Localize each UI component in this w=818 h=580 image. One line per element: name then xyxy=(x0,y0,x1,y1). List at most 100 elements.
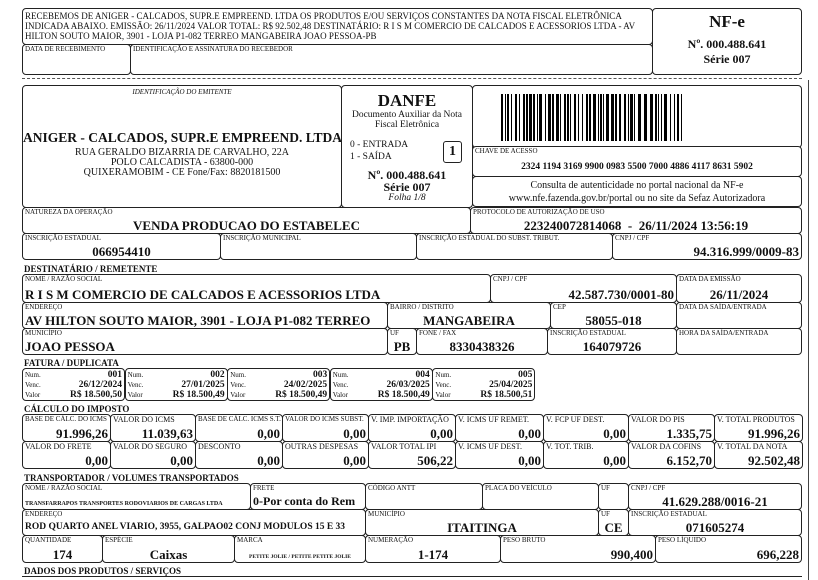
label: FONE / FAX xyxy=(419,329,457,337)
barcode-bar xyxy=(630,94,633,141)
tax-section-title: CÁLCULO DO IMPOSTO xyxy=(24,404,130,414)
label: PLACA DO VEÍCULO xyxy=(485,484,552,492)
recipient-section-title: DESTINATÁRIO / REMETENTE xyxy=(24,264,158,274)
barcode-bar xyxy=(677,94,679,141)
barcode-bar xyxy=(609,94,611,141)
label: INSCRIÇÃO MUNICIPAL xyxy=(223,234,301,242)
barcode-bar xyxy=(664,94,667,141)
duplicate-item: Num. 003 Venc. 24/02/2025 Valor R$ 18.500,49 xyxy=(227,368,331,401)
barcode-bar xyxy=(523,94,525,141)
barcode-bar xyxy=(602,94,603,141)
label: DESCONTO xyxy=(198,442,241,451)
barcode-bar xyxy=(537,94,538,141)
exit-date-field: DATA DA SAÍDA/ENTRADA xyxy=(676,302,802,329)
barcode-bar xyxy=(545,94,546,141)
label: QUANTIDADE xyxy=(25,536,72,544)
value: Caixas xyxy=(149,547,188,562)
carrier-cnpj-field: CNPJ / CPF 41.629.288/0016-21 xyxy=(628,483,802,510)
value: 0,00 xyxy=(170,453,193,468)
label: PROTOCOLO DE AUTORIZAÇÃO DE USO xyxy=(473,208,605,216)
invoice-section-title: FATURA / DUPLICATA xyxy=(24,358,119,368)
danfe-number: Nº. 000.488.641 xyxy=(367,168,447,182)
value: 696,228 xyxy=(756,547,799,562)
barcode-bar xyxy=(548,94,551,141)
value: JOAO PESSOA xyxy=(25,339,115,354)
label: VALOR DA COFINS xyxy=(631,442,702,451)
barcode-bar xyxy=(604,94,606,141)
access-key-box: CHAVE DE ACESSO 2324 1194 3169 9900 0983… xyxy=(472,146,802,177)
value: 0,00 xyxy=(518,453,541,468)
value: AV HILTON SOUTO MAIOR, 3901 - LOJA P1-08… xyxy=(25,313,371,328)
tax-field: V. TOTAL DA NOTA 92.502,48 xyxy=(714,441,803,469)
barcode-bar xyxy=(614,94,615,141)
value: 41.629.288/0016-21 xyxy=(662,494,768,509)
tax-field: OUTRAS DESPESAS 0,00 xyxy=(282,441,369,469)
label: Venc. xyxy=(435,381,452,389)
emitter-box: IDENTIFICAÇÃO DO EMITENTE ANIGER - CALCA… xyxy=(22,85,342,208)
barcode-bar xyxy=(560,94,561,141)
receipt-signature-field[interactable]: IDENTIFICAÇÃO E ASSINATURA DO RECEBEDOR xyxy=(130,44,653,75)
barcode-bar xyxy=(603,94,604,141)
tax-field: VALOR DO PIS 1.335,75 xyxy=(628,414,715,442)
danfe-box: DANFE Documento Auxiliar da Nota Fiscal … xyxy=(341,85,473,208)
barcode-bar xyxy=(629,94,630,141)
label: Num. xyxy=(332,371,349,379)
consult-box: Consulta de autenticidade no portal naci… xyxy=(472,176,802,207)
barcode-bar xyxy=(670,94,671,141)
barcode-bar xyxy=(520,94,523,141)
quantity-field: QUANTIDADE 174 xyxy=(22,535,103,563)
label: Venc. xyxy=(25,381,41,389)
barcode xyxy=(501,94,783,141)
barcode-bar xyxy=(596,94,598,141)
tax-field: V. ICMS UF REMET. 0,00 xyxy=(455,414,544,442)
page-edge-divider xyxy=(808,80,809,580)
label: CNPJ / CPF xyxy=(493,275,528,283)
operation-type-value: 1 xyxy=(443,141,462,163)
barcode-bar xyxy=(650,94,653,141)
barcode-bar xyxy=(561,94,564,141)
barcode-bar xyxy=(583,94,586,141)
value: 001 xyxy=(107,370,122,380)
value: CE xyxy=(604,520,623,535)
barcode-bar xyxy=(634,94,635,141)
barcode-bar xyxy=(599,94,600,141)
species-field: ESPÉCIE Caixas xyxy=(102,535,235,563)
danfe-subtitle2: Fiscal Eletrônica xyxy=(374,120,440,130)
label: Venc. xyxy=(332,381,349,389)
label: Num. xyxy=(230,371,246,379)
label: MUNICÍPIO xyxy=(368,510,405,518)
emitter-section-label: IDENTIFICAÇÃO DO EMITENTE xyxy=(132,88,232,96)
tax-field: BASE DE CÁLC. DO ICMS 91.996,26 xyxy=(22,414,111,442)
barcode-bar xyxy=(578,94,579,141)
barcode-bar xyxy=(571,94,574,141)
label: UF xyxy=(390,329,399,337)
barcode-bar xyxy=(582,94,583,141)
nature-field: NATUREZA DA OPERAÇÃO VENDA PRODUCAO DO ES… xyxy=(22,207,471,234)
barcode-bar xyxy=(529,94,532,141)
entrada-label: 0 - ENTRADA xyxy=(350,140,409,150)
receipt-date-field[interactable]: DATA DE RECEBIMENTO xyxy=(22,44,131,75)
label: CÓDIGO ANTT xyxy=(368,484,416,492)
label: V. ICMS UF REMET. xyxy=(458,415,530,424)
barcode-bar xyxy=(658,94,659,141)
numbering-field: NUMERAÇÃO 1-174 xyxy=(365,535,501,563)
label: INSCRIÇÃO ESTADUAL xyxy=(631,510,707,518)
barcode-bar xyxy=(657,94,658,141)
duplicate-item: Num. 005 Venc. 25/04/2025 Valor R$ 18.500,51 xyxy=(432,368,536,401)
barcode-bar xyxy=(628,94,629,141)
value: 002 xyxy=(210,370,225,380)
barcode-bar xyxy=(635,94,638,141)
tax-field: V. FCP UF DEST. 0,00 xyxy=(543,414,629,442)
barcode-bar xyxy=(653,94,655,141)
recipient-ie-field: INSCRIÇÃO ESTADUAL 164079726 xyxy=(547,328,677,355)
barcode-bar xyxy=(576,94,578,141)
label: DATA DE RECEBIMENTO xyxy=(25,45,106,53)
value: 1.335,75 xyxy=(666,426,713,441)
value: 005 xyxy=(518,370,533,380)
label: Venc. xyxy=(230,381,246,389)
nfe-title: NF-e xyxy=(709,12,745,31)
barcode-bar xyxy=(662,94,664,141)
danfe-subtitle1: Documento Auxiliar da Nota xyxy=(351,110,462,120)
carrier-name-field: NOME / RAZÃO SOCIAL TRANSFARRAPOS TRANSPO… xyxy=(22,483,251,510)
gross-weight-field: PESO BRUTO 990,400 xyxy=(500,535,656,563)
